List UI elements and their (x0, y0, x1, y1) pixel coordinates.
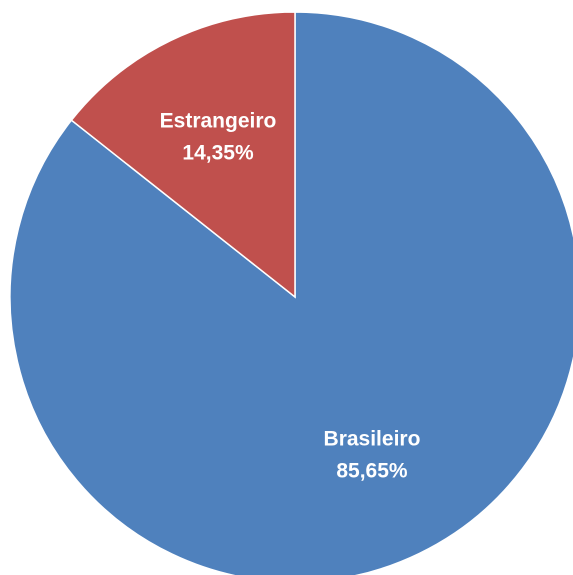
slice-value-label: 85,65% (336, 460, 408, 483)
pie-slice (70, 11, 296, 299)
slice-value-label: 14,35% (182, 142, 254, 165)
slice-label: Estrangeiro (160, 110, 277, 133)
slice-label: Brasileiro (324, 428, 421, 451)
pie-slice (9, 11, 573, 575)
